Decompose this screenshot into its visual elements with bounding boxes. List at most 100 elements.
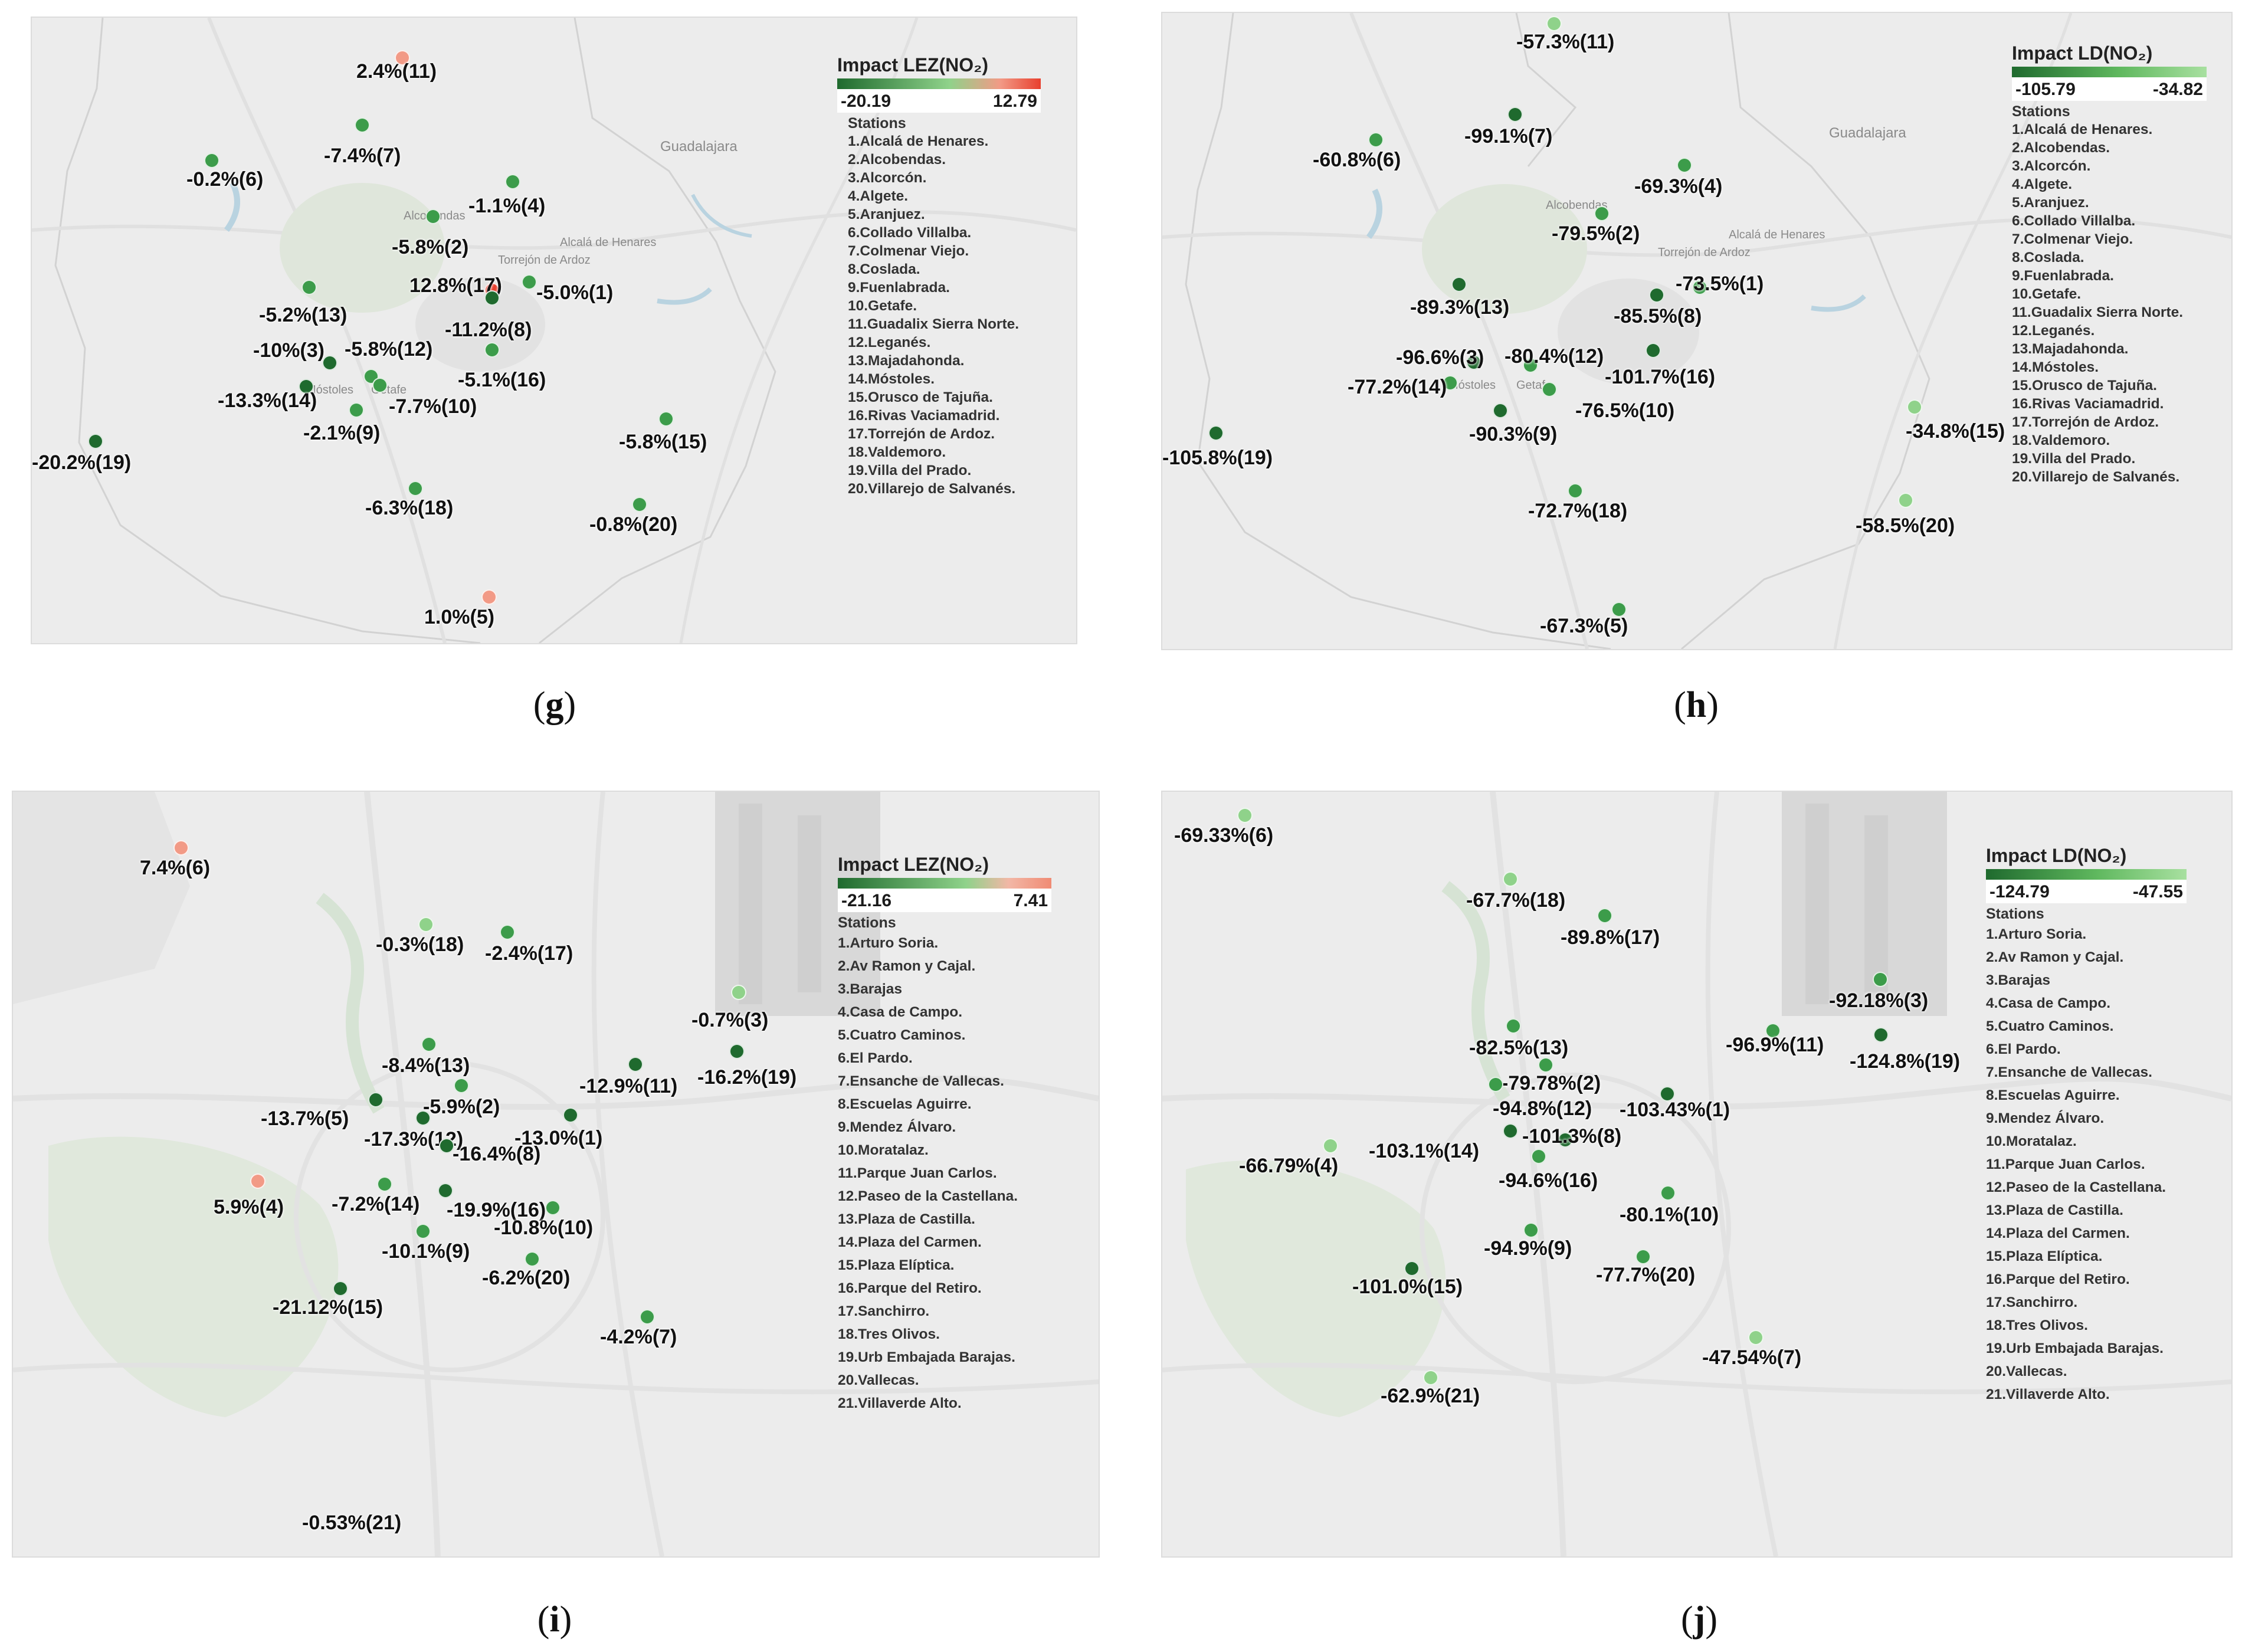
station-list-item: 20.Villarejo de Salvanés. (2012, 469, 2180, 485)
station-marker-dot (484, 342, 500, 358)
station-list-item: 15.Orusco de Tajuña. (848, 389, 993, 405)
station-marker-label: -94.9%(9) (1484, 1237, 1572, 1260)
station-list-item: 3.Alcorcón. (848, 170, 927, 186)
legend-min: -105.79 (2015, 80, 2076, 99)
station-marker-dot (545, 1200, 560, 1215)
station-marker-label: -7.2%(14) (332, 1193, 420, 1215)
station-marker-label: -19.9%(16) (447, 1199, 546, 1221)
station-list-item: 6.Collado Villalba. (2012, 213, 2136, 229)
station-list-item: 8.Coslada. (2012, 250, 2084, 266)
place-label: Alcalá de Henares (1729, 228, 1825, 241)
station-list-item: 8.Coslada. (848, 261, 920, 277)
station-list-item: 9.Fuenlabrada. (848, 280, 950, 296)
legend-max: -47.55 (2132, 882, 2183, 902)
station-marker-label: -79.78%(2) (1502, 1072, 1601, 1094)
station-list-item: 2.Av Ramon y Cajal. (1986, 949, 2124, 965)
station-marker-label: -6.3%(18) (365, 497, 454, 519)
station-list-item: 14.Plaza del Carmen. (1986, 1225, 2130, 1241)
station-marker-dot (1493, 403, 1508, 418)
station-list-item: 13.Plaza de Castilla. (1986, 1202, 2123, 1218)
station-marker-label: -0.7%(3) (691, 1009, 769, 1031)
station-list-item: 4.Casa de Campo. (838, 1004, 963, 1020)
stations-list: 1.Alcalá de Henares. 2.Alcobendas. 3.Alcor… (2012, 120, 2207, 486)
station-marker-label: -13.7%(5) (261, 1107, 349, 1130)
station-marker-label: -10%(3) (253, 339, 324, 362)
station-list-item: 8.Escuelas Aguirre. (1986, 1087, 2120, 1103)
stations-list: 1.Alcalá de Henares. 2.Alcobendas. 3.Alcor… (848, 132, 1041, 498)
station-marker-label: -77.2%(14) (1348, 376, 1447, 398)
station-list-item: 5.Aranjuez. (2012, 195, 2089, 211)
station-list-item: 16.Rivas Vaciamadrid. (2012, 396, 2164, 412)
station-list-item: 10.Getafe. (848, 298, 917, 314)
station-list-item: 20.Vallecas. (838, 1372, 919, 1388)
station-marker-label: -20.2%(19) (32, 451, 132, 474)
station-list-item: 5.Cuatro Caminos. (838, 1027, 966, 1043)
station-marker-label: 1.0%(5) (424, 606, 495, 628)
station-marker-dot (1507, 107, 1523, 122)
caption-i: (i) (537, 1599, 572, 1640)
station-list-item: 17.Torrejón de Ardoz. (2012, 414, 2159, 430)
station-marker-dot (522, 274, 537, 290)
station-list-item: 7.Ensanche de Vallecas. (838, 1073, 1004, 1089)
station-list-item: 2.Av Ramon y Cajal. (838, 958, 976, 974)
station-list-item: 1.Arturo Soria. (838, 935, 939, 951)
station-list-item: 13.Majadahonda. (848, 353, 965, 369)
legend-gradient (2012, 67, 2207, 77)
station-marker-dot (415, 1110, 431, 1126)
station-list-item: 6.Collado Villalba. (848, 225, 972, 241)
place-label: Torrejón de Ardoz (498, 254, 591, 267)
legend-max: 12.79 (992, 91, 1037, 111)
station-marker-label: -5.8%(2) (392, 236, 469, 258)
place-label: Guadalajara (1829, 125, 1906, 141)
station-list-item: 9.Mendez Álvaro. (1986, 1110, 2105, 1126)
station-marker-label: -0.8%(20) (589, 513, 678, 536)
station-list-item: 10.Moratalaz. (1986, 1133, 2077, 1149)
station-marker-dot (333, 1281, 348, 1296)
station-list-item: 7.Colmenar Viejo. (2012, 231, 2133, 247)
station-marker-dot (1531, 1149, 1546, 1164)
legend-gradient (838, 878, 1051, 889)
station-marker-dot (1538, 1057, 1553, 1073)
station-marker-label: -5.8%(15) (619, 431, 707, 453)
station-marker-label: -13.3%(14) (218, 389, 317, 412)
station-marker-dot (1423, 1370, 1438, 1385)
station-marker-label: -99.1%(7) (1464, 125, 1553, 148)
station-marker-label: -4.2%(7) (600, 1326, 677, 1348)
station-marker-dot (1503, 871, 1518, 887)
station-marker-label: -10.1%(9) (382, 1240, 470, 1263)
station-marker-dot (1404, 1261, 1420, 1276)
station-marker-dot (632, 497, 647, 512)
station-list-item: 17.Torrejón de Ardoz. (848, 426, 995, 442)
legend-g: Impact LEZ(NO₂) -20.19 12.79 Stations 1.… (837, 54, 1041, 498)
place-label: Alcobendas (1546, 199, 1608, 212)
caption-h: (h) (1674, 685, 1719, 725)
station-marker-dot (1208, 425, 1224, 441)
station-marker-label: -76.5%(10) (1575, 399, 1675, 422)
station-marker-dot (250, 1174, 266, 1189)
station-marker-dot (1635, 1249, 1651, 1264)
place-label: Móstoles (306, 384, 354, 396)
station-list-item: 9.Fuenlabrada. (2012, 268, 2114, 284)
station-marker-label: -5.2%(13) (259, 304, 348, 326)
station-marker-label: -66.79%(4) (1239, 1155, 1339, 1177)
place-label: Alcalá de Henares (560, 236, 657, 249)
station-marker-dot (1503, 1123, 1518, 1139)
station-list-item: 18.Tres Olivos. (838, 1326, 940, 1342)
legend-max: -34.82 (2152, 80, 2203, 99)
station-list-item: 9.Mendez Álvaro. (838, 1119, 956, 1135)
station-marker-dot (1873, 1027, 1889, 1043)
station-list-item: 1.Alcalá de Henares. (2012, 122, 2153, 137)
station-marker-dot (640, 1309, 655, 1325)
station-marker-dot (301, 280, 317, 295)
station-list-item: 5.Cuatro Caminos. (1986, 1018, 2114, 1034)
legend-gradient (837, 78, 1041, 89)
station-list-item: 19.Villa del Prado. (2012, 451, 2136, 467)
station-marker-label: 7.4%(6) (140, 857, 211, 879)
legend-min: -124.79 (1989, 882, 2050, 902)
station-list-item: 14.Plaza del Carmen. (838, 1234, 982, 1250)
station-list-item: 12.Paseo de la Castellana. (1986, 1179, 2166, 1195)
station-marker-dot (1748, 1330, 1764, 1345)
station-list-item: 11.Guadalix Sierra Norte. (2012, 304, 2184, 320)
station-marker-dot (438, 1183, 453, 1198)
station-marker-label: -60.8%(6) (1313, 149, 1401, 171)
